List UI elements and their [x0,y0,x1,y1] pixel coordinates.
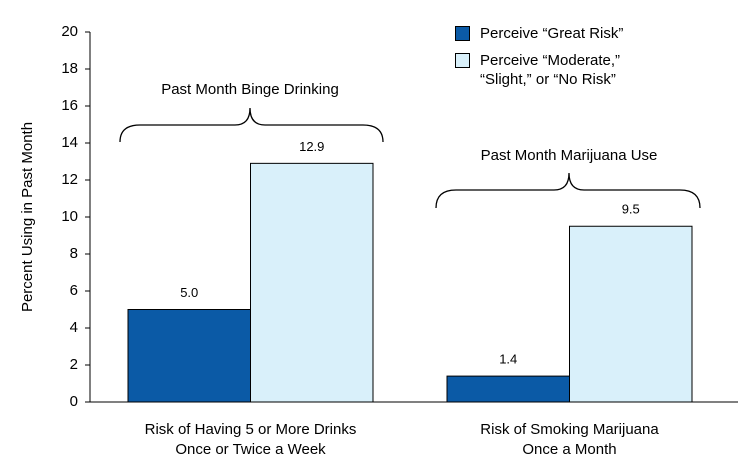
legend: Perceive “Great Risk” Perceive “Moderate,… [455,24,645,97]
y-tick-label: 20 [61,23,78,40]
y-tick-label: 12 [61,171,78,188]
y-tick-label: 10 [61,208,78,225]
bar [446,375,570,403]
value-label: 1.4 [499,352,517,367]
x-tick-label: Once or Twice a Week [175,441,326,458]
y-tick-label: 6 [70,282,78,299]
legend-item: Perceive “Moderate,” “Slight,” or “No Ri… [455,51,645,89]
brace [435,172,701,209]
y-tick-label: 16 [61,97,78,114]
y-tick-label: 2 [70,356,78,373]
value-label: 9.5 [622,202,640,217]
legend-label: Perceive “Moderate,” “Slight,” or “No Ri… [480,52,621,88]
brace [119,107,384,143]
y-tick-label: 8 [70,245,78,262]
bar [127,309,251,403]
value-label: 12.9 [299,139,324,154]
x-tick-label: Risk of Having 5 or More Drinks [145,421,357,438]
legend-label: Perceive “Great Risk” [480,25,624,42]
y-tick-label: 14 [61,134,78,151]
bar [250,162,374,403]
legend-item: Perceive “Great Risk” [455,24,645,43]
bar [569,225,693,403]
y-tick-label: 0 [70,393,78,410]
legend-swatch [455,53,470,68]
annotation: Past Month Binge Drinking [161,81,339,98]
legend-swatch [455,26,470,41]
y-tick-label: 18 [61,60,78,77]
x-tick-label: Risk of Smoking Marijuana [480,421,659,438]
x-tick-label: Once a Month [522,441,616,458]
annotation: Past Month Marijuana Use [481,147,658,164]
y-tick-label: 4 [70,319,78,336]
value-label: 5.0 [180,285,198,300]
y-axis-label: Percent Using in Past Month [19,122,36,312]
